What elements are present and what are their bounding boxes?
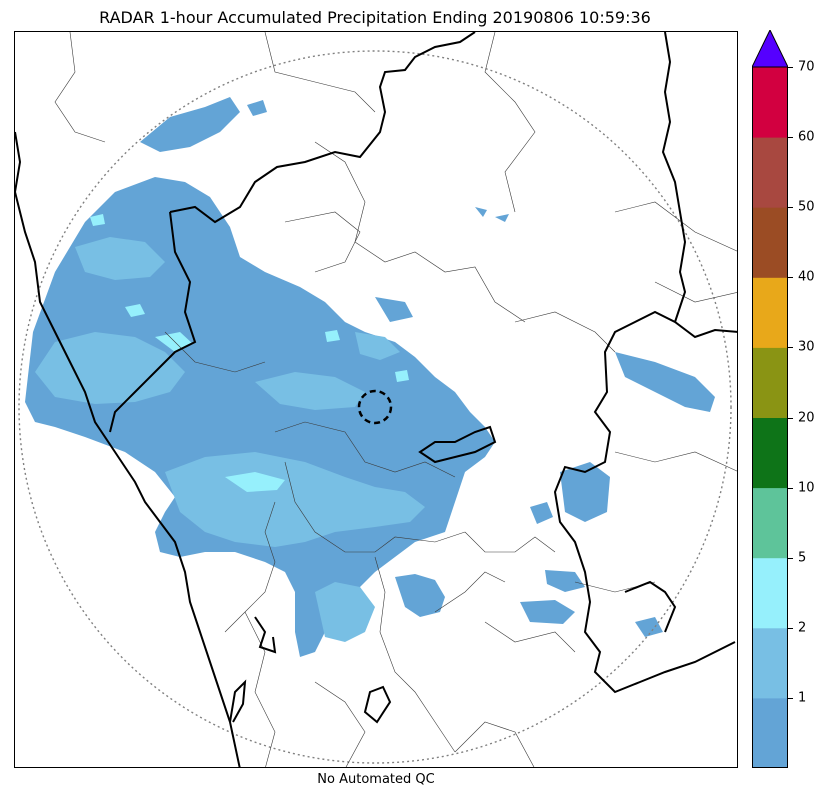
colorbar-bin xyxy=(752,697,788,768)
colorbar-tick-mark xyxy=(788,627,793,629)
precip-layer-2mm xyxy=(35,237,425,642)
colorbar-bin xyxy=(752,67,788,138)
colorbar-bin xyxy=(752,557,788,629)
colorbar-tick-mark xyxy=(788,277,793,279)
radar-map-canvas xyxy=(15,32,737,767)
colorbar-tick-label: 20 xyxy=(798,410,815,425)
colorbar-frame xyxy=(752,66,788,768)
colorbar-canvas xyxy=(752,30,788,768)
colorbar-extend-arrow xyxy=(752,30,788,68)
colorbar-tick-mark xyxy=(788,347,793,349)
colorbar-tick-label: 1 xyxy=(798,690,807,706)
precip-layer-1mm xyxy=(25,97,715,657)
radar-site-marker xyxy=(357,389,393,425)
district-boundaries xyxy=(54,32,737,767)
colorbar-tick-label: 5 xyxy=(798,550,807,566)
colorbar-tick-label: 40 xyxy=(798,269,815,285)
qc-note: No Automated QC xyxy=(317,772,435,787)
colorbar-tick-mark xyxy=(788,487,793,489)
colorbar-tick-mark xyxy=(788,67,793,68)
state-boundaries xyxy=(15,32,737,767)
colorbar xyxy=(752,30,788,768)
range-ring xyxy=(18,50,732,764)
colorbar-tick-label: 60 xyxy=(798,129,815,145)
colorbar-bin xyxy=(752,207,788,278)
colorbar-bin xyxy=(752,347,788,418)
colorbar-bin xyxy=(752,277,788,348)
colorbar-tick-label: 2 xyxy=(798,620,807,636)
colorbar-tick-label: 30 xyxy=(798,339,815,355)
colorbar-bin xyxy=(752,627,788,699)
colorbar-tick-mark xyxy=(788,697,793,699)
colorbar-tick-mark xyxy=(788,417,793,419)
colorbar-tick-label: 50 xyxy=(798,199,815,215)
colorbar-tick-label: 10 xyxy=(798,480,815,496)
colorbar-bin xyxy=(752,137,788,208)
colorbar-tick-label: 70 xyxy=(798,59,815,75)
colorbar-tick-mark xyxy=(788,137,793,139)
colorbar-bin xyxy=(752,417,788,489)
colorbar-tick-mark xyxy=(788,207,793,209)
colorbar-tick-mark xyxy=(788,557,793,559)
radar-map[interactable] xyxy=(14,31,738,768)
colorbar-bin xyxy=(752,487,788,559)
map-title: RADAR 1-hour Accumulated Precipitation E… xyxy=(99,8,651,27)
